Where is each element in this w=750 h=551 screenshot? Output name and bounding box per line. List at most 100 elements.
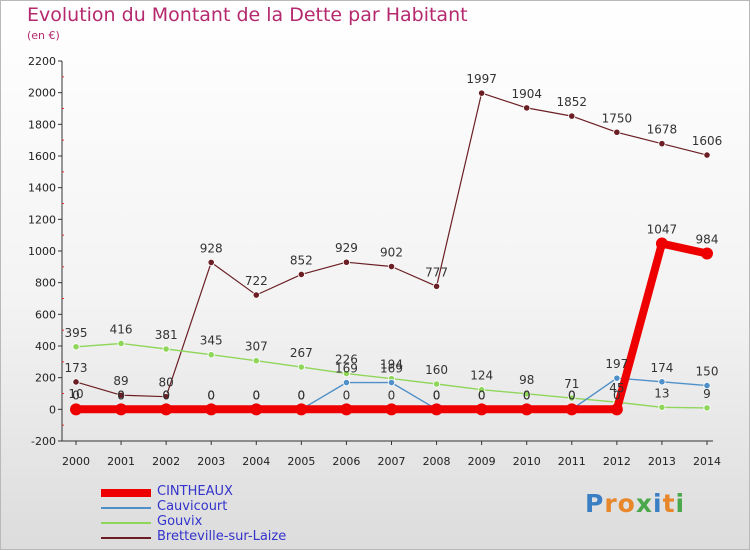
data-point-gouvix: [568, 394, 576, 402]
data-point-cintheaux: [475, 403, 488, 416]
data-label-cintheaux: 0: [207, 388, 215, 402]
data-point-gouvix: [432, 380, 441, 388]
data-point-cauvicourt: [342, 378, 351, 387]
data-label-gouvix: 98: [519, 373, 534, 387]
data-label-bretteville-sur-laize: 1997: [466, 72, 497, 86]
y-tick-label: 0: [49, 403, 56, 416]
data-point-cintheaux: [250, 403, 263, 416]
data-label-bretteville-sur-laize: 902: [380, 246, 403, 260]
data-point-cintheaux: [70, 403, 82, 416]
data-label-cauvicourt: 0: [162, 388, 170, 402]
data-label-cintheaux: 0: [568, 388, 576, 402]
data-point-cintheaux: [385, 403, 398, 416]
y-tick-label: 2000: [28, 87, 56, 100]
x-tick-label: 2000: [62, 455, 90, 468]
legend-label-cintheaux: CINTHEAUX: [157, 484, 233, 499]
x-tick-label: 2006: [332, 455, 360, 468]
data-point-gouvix: [658, 403, 666, 411]
data-label-cauvicourt: 0: [252, 388, 260, 402]
data-label-gouvix: 307: [245, 340, 268, 354]
data-point-gouvix: [297, 363, 305, 371]
data-label-cintheaux: 0: [162, 388, 170, 402]
legend-label-gouvix: Gouvix: [157, 514, 203, 529]
data-label-cauvicourt: 197: [605, 357, 628, 371]
x-tick-label: 2004: [242, 455, 270, 468]
data-point-bretteville-sur-laize: [252, 291, 260, 299]
data-label-cintheaux: 0: [433, 388, 441, 402]
data-point-bretteville-sur-laize: [117, 391, 125, 399]
logo-letter: r: [604, 489, 618, 518]
data-point-gouvix: [207, 351, 215, 359]
data-point-bretteville-sur-laize: [387, 262, 396, 271]
data-label-bretteville-sur-laize: 173: [65, 361, 88, 375]
x-tick-label: 2011: [558, 455, 586, 468]
data-label-bretteville-sur-laize: 1750: [602, 111, 633, 125]
y-tick-label: 600: [35, 308, 56, 321]
data-label-bretteville-sur-laize: 777: [425, 265, 448, 279]
legend-swatch-gouvix: [101, 521, 151, 524]
data-point-cintheaux: [205, 403, 218, 416]
data-point-gouvix: [703, 404, 711, 412]
legend-swatch-cintheaux: [101, 488, 151, 497]
y-tick-label: 200: [35, 372, 56, 385]
data-label-bretteville-sur-laize: 1904: [511, 87, 542, 101]
legend-swatch-bretteville: [101, 536, 151, 539]
data-label-cintheaux: 0: [298, 388, 306, 402]
data-label-cauvicourt: 0: [568, 388, 576, 402]
chart-subtitle: (en €): [27, 29, 60, 42]
data-point-gouvix: [252, 357, 260, 365]
data-label-cintheaux: 1047: [647, 223, 678, 237]
y-tick-label: -200: [31, 435, 56, 448]
x-tick-label: 2013: [648, 455, 676, 468]
data-label-gouvix: 71: [564, 377, 579, 391]
data-label-gouvix: 160: [425, 363, 448, 377]
data-label-cintheaux: 0: [478, 388, 486, 402]
data-point-gouvix: [117, 339, 125, 348]
logo-letter: o: [617, 489, 636, 518]
legend-label-cauvicourt: Cauvicourt: [157, 499, 228, 514]
data-point-bretteville-sur-laize: [297, 270, 305, 279]
data-point-cauvicourt: [613, 374, 621, 382]
data-label-bretteville-sur-laize: 1852: [557, 95, 588, 109]
data-label-cintheaux: 0: [523, 388, 531, 402]
y-tick-label: 1000: [28, 245, 56, 258]
data-point-bretteville-sur-laize: [568, 112, 576, 120]
data-point-bretteville-sur-laize: [72, 378, 80, 386]
data-point-cauvicourt: [658, 378, 666, 386]
data-point-cintheaux: [340, 403, 353, 416]
y-tick-label: 400: [35, 340, 56, 353]
data-label-gouvix: 267: [290, 346, 313, 360]
x-tick-label: 2001: [107, 455, 135, 468]
data-label-bretteville-sur-laize: 722: [245, 274, 268, 288]
data-point-bretteville-sur-laize: [207, 258, 215, 266]
data-label-bretteville-sur-laize: 80: [159, 376, 174, 390]
data-label-gouvix: 194: [380, 358, 403, 372]
logo-letter: i: [675, 489, 686, 518]
data-point-cintheaux: [520, 403, 533, 416]
data-point-cintheaux: [701, 247, 713, 260]
data-point-gouvix: [72, 343, 80, 351]
data-label-bretteville-sur-laize: 1678: [647, 123, 678, 137]
legend-label-bretteville: Bretteville-sur-Laize: [157, 529, 287, 544]
data-label-bretteville-sur-laize: 928: [200, 241, 223, 255]
data-label-gouvix: 13: [654, 386, 669, 400]
y-tick-label: 2200: [28, 55, 56, 68]
data-label-cintheaux: 0: [72, 388, 80, 402]
data-label-cauvicourt: 0: [117, 388, 125, 402]
x-tick-label: 2003: [197, 455, 225, 468]
data-point-gouvix: [478, 386, 486, 394]
data-label-bretteville-sur-laize: 1606: [692, 134, 723, 148]
data-label-gouvix: 9: [703, 387, 711, 401]
data-point-cintheaux: [115, 403, 128, 416]
chart-title: Evolution du Montant de la Dette par Hab…: [27, 4, 468, 26]
x-tick-label: 2010: [513, 455, 541, 468]
proxiti-logo[interactable]: Proxiti: [585, 489, 685, 518]
data-point-bretteville-sur-laize: [478, 89, 486, 97]
x-tick-label: 2014: [693, 455, 721, 468]
data-label-cauvicourt: 150: [696, 365, 719, 379]
data-label-gouvix: 226: [335, 353, 358, 367]
logo-letter: x: [635, 489, 653, 518]
y-tick-label: 1400: [28, 182, 56, 195]
data-point-cintheaux: [565, 403, 578, 416]
